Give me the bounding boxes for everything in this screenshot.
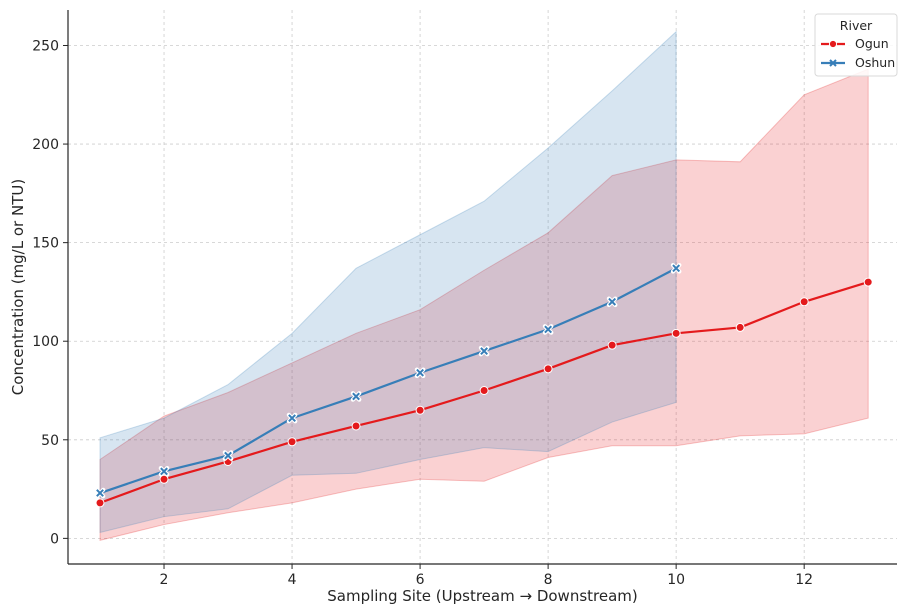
x-tick-label: 10 [667, 572, 685, 588]
data-point-ogun [735, 322, 745, 332]
data-point-oshun [158, 466, 170, 477]
legend-entry-oshun: Oshun [821, 55, 895, 70]
legend: River Ogun Oshun [814, 13, 898, 77]
y-tick-label: 0 [50, 531, 59, 547]
y-axis-label: Concentration (mg/L or NTU) [9, 179, 27, 395]
x-tick-label: 6 [416, 572, 425, 588]
data-point-oshun [606, 296, 618, 308]
x-tick-label: 4 [288, 572, 297, 588]
data-point-ogun [159, 474, 169, 484]
grid [68, 10, 897, 564]
legend-entries: Ogun Oshun [821, 36, 895, 70]
data-point-oshun [350, 391, 362, 402]
legend-label: Oshun [855, 55, 895, 70]
ci-band-oshun [99, 30, 677, 534]
data-point-oshun [286, 412, 298, 424]
data-point-oshun [94, 487, 106, 499]
data-point-ogun [799, 297, 809, 307]
tick-labels: 2 4 6 8 10 12 0 50 100 150 200 250 [32, 38, 813, 588]
data-point-ogun [863, 277, 873, 287]
legend-label: Ogun [855, 36, 889, 51]
confidence-bands [99, 30, 869, 541]
x-axis-label: Sampling Site (Upstream → Downstream) [327, 587, 638, 605]
data-point-ogun [479, 386, 489, 396]
series-markers [94, 262, 873, 508]
y-tick-label: 150 [32, 236, 59, 252]
y-tick-label: 100 [32, 334, 59, 350]
data-point-oshun [478, 345, 490, 357]
data-point-oshun [542, 324, 554, 335]
x-tick-label: 8 [544, 572, 553, 588]
data-point-ogun [351, 421, 361, 431]
series-line-oshun [98, 267, 678, 495]
legend-entry-ogun: Ogun [821, 36, 889, 51]
data-point-oshun [414, 367, 426, 379]
data-point-ogun [415, 405, 425, 415]
y-tick-label: 50 [41, 433, 59, 449]
legend-marker [828, 39, 838, 49]
x-tick-label: 12 [795, 572, 813, 588]
y-tick-label: 250 [32, 38, 59, 54]
legend-marker [829, 59, 837, 67]
data-point-oshun [670, 262, 682, 274]
x-tick-label: 2 [160, 572, 169, 588]
y-tick-label: 200 [32, 137, 59, 153]
axes [63, 10, 897, 569]
data-point-ogun [287, 437, 297, 447]
legend-title: River [840, 18, 873, 33]
data-point-ogun [543, 364, 553, 374]
data-point-ogun [607, 340, 617, 350]
data-point-ogun [95, 498, 105, 508]
ci-band-ogun [99, 68, 869, 541]
data-point-ogun [671, 328, 681, 338]
data-point-oshun [222, 450, 234, 461]
